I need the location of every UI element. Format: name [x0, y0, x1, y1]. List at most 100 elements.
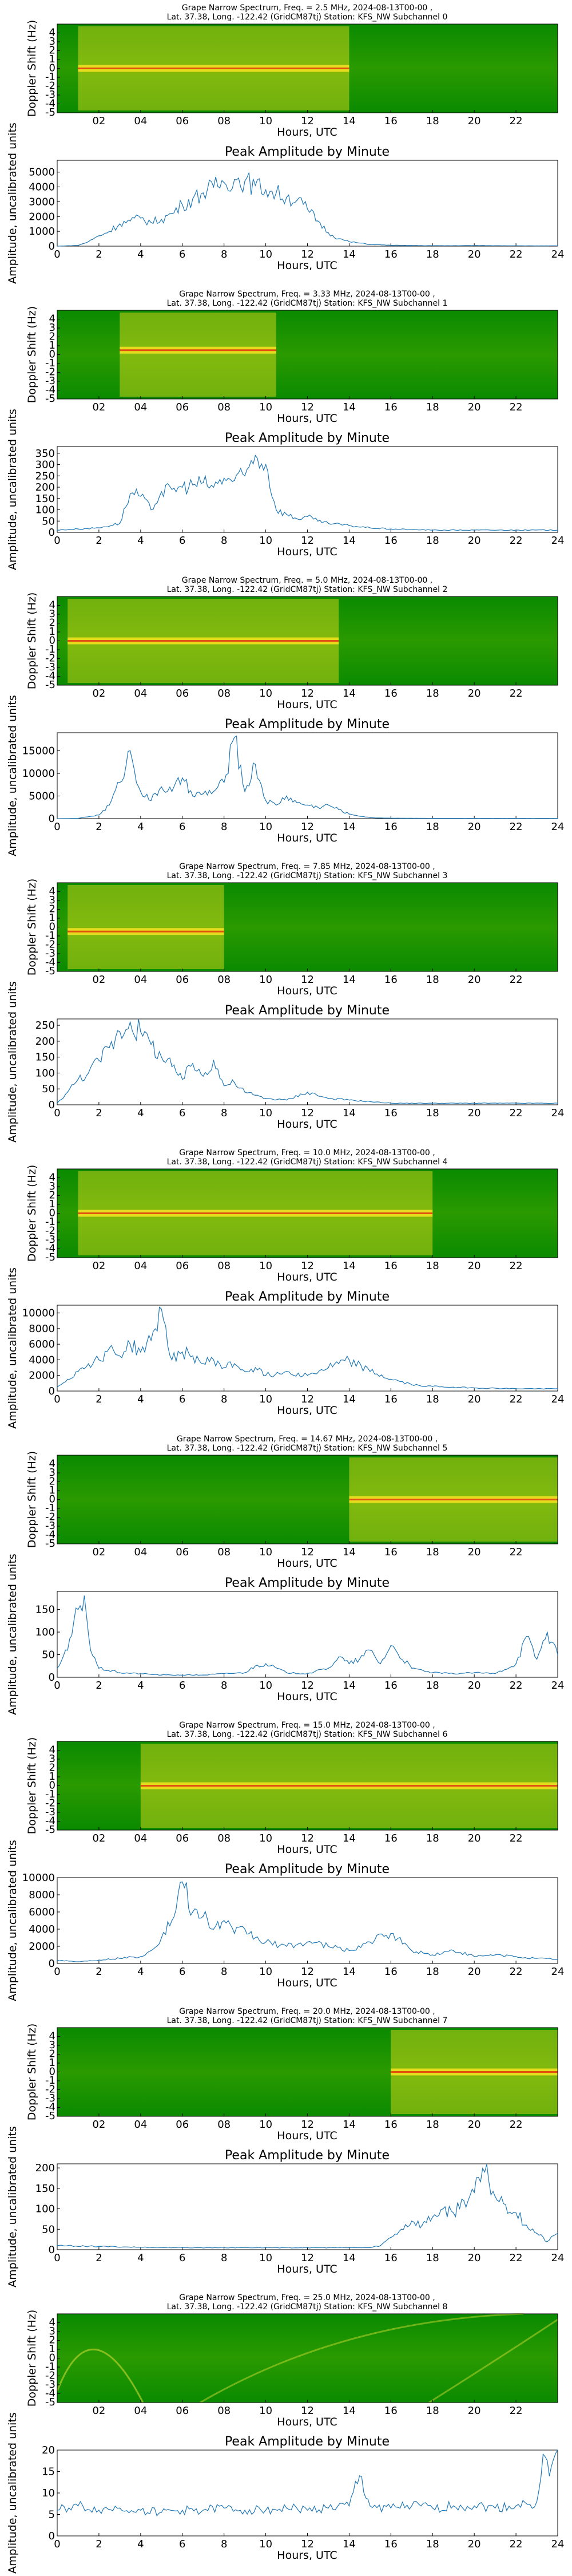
y-tick-label: 5000 — [29, 791, 55, 803]
x-tick-label: 22 — [510, 2538, 523, 2550]
data-point — [57, 818, 58, 819]
data-point — [192, 484, 193, 485]
data-point — [515, 1956, 517, 1957]
y-tick-label: -4 — [45, 98, 55, 110]
x-tick-label: 16 — [384, 1393, 398, 1405]
x-tick-label: 6 — [179, 535, 185, 547]
y-tick-label: -5 — [45, 393, 55, 405]
y-tick-label: -4 — [45, 1529, 55, 1541]
x-tick-label: 10 — [259, 2405, 272, 2417]
x-tick-label: 24 — [551, 2252, 565, 2264]
data-point — [515, 2505, 517, 2507]
x-tick-label: 24 — [551, 1680, 565, 1692]
y-axis-label: Amplitude, uncalibrated units — [6, 1840, 19, 2001]
data-point — [171, 213, 173, 214]
y-tick-label: -5 — [45, 1538, 55, 1550]
data-point — [390, 817, 392, 819]
data-point — [265, 189, 267, 191]
data-point — [161, 786, 162, 788]
x-tick-label: 20 — [468, 2119, 481, 2131]
data-point — [328, 1668, 329, 1669]
x-tick-label: 18 — [426, 1393, 439, 1405]
x-tick-label: 12 — [301, 1832, 314, 1844]
data-point — [463, 2200, 464, 2202]
data-point — [234, 1933, 235, 1934]
chart-title-line2: Lat. 37.38, Long. -122.42 (GridCM87tj) S… — [167, 1157, 448, 1167]
y-tick-label: 10 — [42, 2487, 55, 2499]
faint-trace — [428, 2318, 558, 2404]
y-tick-label: 4 — [49, 1744, 55, 1756]
data-point — [328, 1946, 329, 1947]
y-tick-label: 150 — [35, 2183, 55, 2195]
x-tick-label: 14 — [343, 1107, 356, 1119]
y-tick-label: -1 — [45, 1216, 55, 1228]
data-point — [234, 179, 235, 180]
x-tick-label: 20 — [468, 1966, 481, 1978]
x-tick-label: 14 — [343, 2405, 356, 2417]
data-point — [390, 2237, 392, 2238]
amplitude-series-line — [57, 2449, 558, 2516]
x-tick-label: 2 — [96, 1107, 102, 1119]
data-point — [140, 2246, 141, 2248]
data-point — [328, 1367, 329, 1368]
y-tick-label: -4 — [45, 670, 55, 682]
x-tick-label: 20 — [468, 821, 481, 833]
y-tick-label: 10000 — [22, 768, 55, 780]
data-point — [494, 2196, 496, 2197]
y-tick-label: 8000 — [29, 1889, 55, 1901]
y-tick-label: -2 — [45, 2370, 55, 2382]
y-tick-label: -3 — [45, 661, 55, 673]
y-tick-label: 3 — [49, 2325, 55, 2337]
data-point — [161, 2511, 162, 2513]
data-point — [515, 1663, 517, 1665]
x-tick-label: 18 — [426, 1966, 439, 1978]
x-tick-label: 8 — [221, 1393, 227, 1405]
data-point — [129, 493, 131, 495]
data-point — [161, 1309, 162, 1310]
x-tick-label: 4 — [137, 1393, 144, 1405]
x-tick-label: 22 — [510, 535, 523, 547]
data-point — [109, 1348, 110, 1349]
x-tick-label: 22 — [510, 688, 523, 700]
data-point — [161, 1937, 162, 1938]
chart-title-line2: Lat. 37.38, Long. -122.42 (GridCM87tj) S… — [167, 2302, 448, 2312]
chart-title-line2: Lat. 37.38, Long. -122.42 (GridCM87tj) S… — [167, 299, 448, 308]
data-point — [515, 1388, 517, 1389]
x-tick-label: 06 — [176, 1546, 189, 1558]
y-tick-label: -4 — [45, 957, 55, 969]
y-tick-label: -1 — [45, 71, 55, 83]
data-point — [223, 181, 225, 183]
data-point — [307, 1091, 308, 1093]
data-point — [255, 1937, 256, 1938]
x-tick-label: 20 — [468, 1680, 481, 1692]
x-tick-label: 12 — [301, 1546, 314, 1558]
data-point — [98, 2510, 100, 2511]
x-tick-label: 14 — [343, 974, 356, 986]
data-point — [370, 817, 371, 819]
y-tick-label: 4 — [49, 2317, 55, 2329]
peak-amplitude-panel: Peak Amplitude by Minute 0 5000 10000 15000 0… — [6, 695, 564, 856]
data-point — [161, 1674, 162, 1676]
plot-frame — [57, 732, 558, 819]
amplitude-series-line — [57, 172, 558, 247]
x-axis-label: Hours, UTC — [277, 412, 337, 425]
x-tick-label: 16 — [384, 2119, 398, 2131]
y-tick-label: -3 — [45, 375, 55, 387]
data-point — [515, 245, 517, 247]
y-tick-label: -1 — [45, 2075, 55, 2087]
x-tick-label: 20 — [468, 974, 481, 986]
x-tick-label: 10 — [259, 535, 272, 547]
data-point — [432, 2217, 434, 2218]
data-point — [119, 2507, 121, 2509]
data-point — [202, 192, 204, 193]
data-point — [181, 1078, 183, 1080]
y-axis-label: Amplitude, uncalibrated units — [6, 2126, 19, 2287]
data-point — [338, 238, 339, 239]
y-tick-label: 4000 — [29, 1923, 55, 1935]
chart-title-line2: Lat. 37.38, Long. -122.42 (GridCM87tj) S… — [167, 1444, 448, 1453]
x-tick-label: 0 — [54, 1393, 60, 1405]
x-tick-label: 10 — [259, 115, 272, 127]
data-point — [328, 2507, 329, 2509]
x-tick-label: 22 — [510, 2252, 523, 2264]
data-point — [411, 1668, 412, 1669]
